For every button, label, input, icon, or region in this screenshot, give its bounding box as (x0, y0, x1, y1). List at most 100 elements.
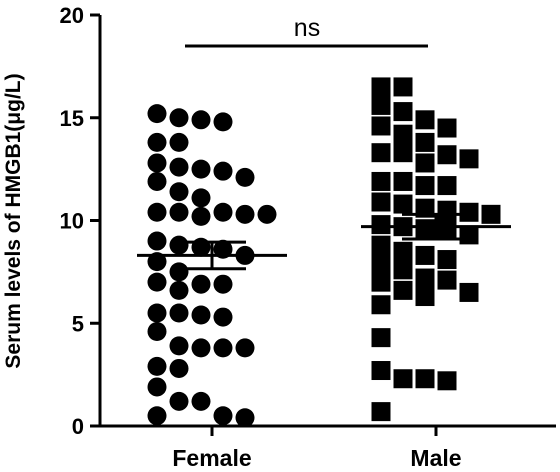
data-point-circle (191, 206, 211, 226)
data-point-circle (169, 235, 189, 255)
data-point-circle (147, 202, 167, 222)
data-point-circle (169, 391, 189, 411)
data-point-square (459, 225, 479, 245)
data-point-circle (191, 274, 211, 294)
data-point-circle (213, 307, 233, 327)
data-point-square (415, 245, 435, 265)
data-point-circle (147, 356, 167, 376)
data-point-circle (191, 188, 211, 208)
data-point-circle (147, 104, 167, 124)
data-point-square (393, 241, 413, 261)
data-point-square (415, 132, 435, 152)
data-point-circle (213, 406, 233, 426)
data-point-square (437, 200, 457, 220)
data-point-circle (169, 157, 189, 177)
data-point-circle (169, 202, 189, 222)
data-point-circle (235, 204, 255, 224)
data-point-circle (169, 108, 189, 128)
data-point-circle (235, 167, 255, 187)
data-point-circle (213, 112, 233, 132)
y-tick-label: 10 (60, 209, 84, 234)
data-point-square (371, 171, 391, 191)
data-point-square (371, 77, 391, 97)
data-point-circle (169, 182, 189, 202)
data-point-square (437, 371, 457, 391)
y-tick-label: 20 (60, 3, 84, 28)
y-tick-label: 0 (72, 414, 84, 439)
data-point-circle (147, 132, 167, 152)
data-point-circle (147, 406, 167, 426)
data-point-square (459, 282, 479, 302)
data-point-square (371, 95, 391, 115)
data-point-square (393, 260, 413, 280)
data-point-square (393, 124, 413, 144)
data-point-square (371, 235, 391, 255)
data-point-square (415, 110, 435, 130)
data-point-circle (169, 303, 189, 323)
x-axis: Female Male (100, 424, 556, 471)
data-point-square (437, 270, 457, 290)
data-point-square (371, 361, 391, 381)
data-point-circle (191, 305, 211, 325)
data-point-circle (147, 272, 167, 292)
data-point-square (459, 149, 479, 169)
data-point-circle (147, 171, 167, 191)
data-point-circle (169, 262, 189, 282)
data-point-circle (169, 132, 189, 152)
data-point-circle (191, 159, 211, 179)
data-points (147, 77, 501, 428)
data-point-square (371, 328, 391, 348)
data-point-circle (147, 321, 167, 341)
data-point-square (393, 102, 413, 122)
y-axis: 0 5 10 15 20 (60, 3, 102, 439)
y-axis-title: Serum levels of HMGB1(μg/L) (2, 73, 25, 368)
data-point-circle (191, 237, 211, 257)
data-point-square (371, 116, 391, 136)
y-tick-label: 15 (60, 106, 84, 131)
significance-label: ns (294, 14, 320, 42)
data-point-square (437, 176, 457, 196)
data-point-circle (213, 202, 233, 222)
data-point-circle (147, 231, 167, 251)
data-point-circle (235, 338, 255, 358)
data-point-circle (191, 338, 211, 358)
data-point-circle (147, 153, 167, 173)
mean-sem-bars (137, 212, 511, 271)
data-point-square (371, 295, 391, 315)
data-point-square (437, 219, 457, 239)
data-point-circle (235, 408, 255, 428)
data-point-square (415, 219, 435, 239)
data-point-square (371, 254, 391, 274)
y-tick-label: 5 (72, 311, 84, 336)
data-point-square (371, 272, 391, 292)
data-point-circle (169, 358, 189, 378)
x-category-label: Female (172, 445, 251, 471)
data-point-square (371, 143, 391, 163)
data-point-square (437, 145, 457, 165)
data-point-circle (213, 338, 233, 358)
data-point-square (481, 204, 501, 224)
x-category-label: Male (410, 445, 461, 471)
data-point-circle (191, 391, 211, 411)
data-point-square (393, 143, 413, 163)
data-point-square (393, 369, 413, 389)
data-point-circle (169, 280, 189, 300)
data-point-square (393, 171, 413, 191)
data-point-circle (213, 274, 233, 294)
data-point-circle (147, 377, 167, 397)
data-point-square (415, 176, 435, 196)
data-point-circle (257, 204, 277, 224)
data-point-circle (191, 110, 211, 130)
data-point-square (437, 118, 457, 138)
data-point-square (393, 77, 413, 97)
data-point-square (415, 287, 435, 307)
data-point-square (415, 153, 435, 173)
data-point-square (415, 369, 435, 389)
data-point-circle (147, 303, 167, 323)
data-point-square (371, 215, 391, 235)
data-point-circle (213, 161, 233, 181)
significance-annotation: ns (185, 14, 428, 48)
data-point-square (459, 202, 479, 222)
data-point-square (371, 192, 391, 212)
